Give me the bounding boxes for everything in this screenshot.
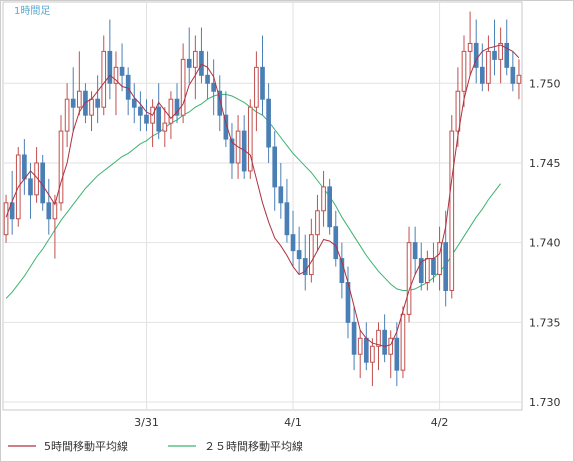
candle-up — [370, 345, 375, 363]
candle-down — [418, 258, 424, 283]
candle-up — [113, 66, 119, 84]
candle-down — [138, 106, 143, 116]
candle-down — [211, 82, 216, 92]
candle-down — [431, 258, 436, 276]
x-tick-label: 4/2 — [431, 416, 449, 429]
candle-up — [168, 98, 174, 124]
candle-up — [357, 337, 363, 355]
y-tick-label: 1.730 — [529, 396, 561, 409]
candle-down — [22, 154, 27, 180]
candle-up — [58, 130, 64, 204]
candle-down — [217, 90, 223, 116]
candle-down — [492, 50, 497, 60]
candle-down — [473, 42, 479, 68]
candle-down — [333, 226, 339, 260]
candle-down — [28, 178, 33, 196]
candle-down — [9, 202, 15, 220]
candle-down — [186, 58, 192, 68]
candle-down — [339, 258, 345, 283]
candle-up — [3, 202, 9, 236]
ma5-line-group — [5, 44, 520, 347]
candle-up — [498, 42, 503, 60]
candle-up — [89, 98, 94, 116]
y-tick-label: 1.745 — [529, 157, 561, 170]
candle-down — [394, 337, 400, 371]
candle-up — [162, 122, 168, 132]
candle-up — [467, 42, 473, 52]
candle-down — [229, 138, 235, 164]
candle-down — [70, 98, 76, 108]
candle-up — [388, 337, 394, 355]
candle-down — [504, 42, 510, 68]
candle-up — [461, 50, 467, 92]
candle-down — [266, 98, 271, 148]
candle-up — [516, 74, 522, 84]
candle-down — [510, 66, 516, 84]
candle-up — [76, 90, 82, 108]
candle-down — [302, 258, 308, 276]
x-tick-label: 4/1 — [284, 416, 302, 429]
ma25-line-group — [5, 93, 501, 299]
candle-down — [131, 98, 137, 108]
legend-label: ２５時間移動平均線 — [204, 439, 303, 453]
candle-down — [296, 250, 302, 260]
legend-label: 5時間移動平均線 — [44, 439, 128, 453]
period-label: 1時間足 — [14, 5, 50, 17]
candle-down — [144, 114, 149, 124]
candle-up — [193, 50, 198, 68]
candle-down — [412, 242, 418, 260]
candle-up — [64, 98, 70, 132]
candle-up — [449, 130, 455, 291]
y-tick-label: 1.750 — [529, 77, 561, 90]
candle-down — [174, 98, 180, 116]
candle-up — [309, 234, 314, 276]
candle-down — [284, 202, 290, 236]
y-tick-label: 1.740 — [529, 237, 561, 250]
candle-up — [437, 242, 442, 276]
candle-down — [199, 50, 204, 76]
legend: 5時間移動平均線 ２５時間移動平均線 — [8, 439, 303, 453]
candle-up — [406, 242, 412, 315]
candle-down — [351, 321, 357, 355]
candle-down — [290, 234, 296, 252]
candle-up — [425, 258, 430, 283]
ma25-line — [5, 93, 501, 299]
candle-down — [260, 66, 265, 100]
candle-down — [205, 74, 210, 84]
candle-up — [321, 186, 326, 212]
candle-down — [272, 146, 278, 188]
candle-up — [101, 50, 107, 108]
candle-up — [315, 210, 320, 236]
axes-group: 1.730 1.735 1.740 1.745 1.750 3/31 4/1 4/2 — [134, 77, 560, 429]
candle-up — [180, 58, 186, 116]
x-tick-label: 3/31 — [134, 416, 159, 429]
candle-up — [455, 90, 461, 132]
candle-down — [46, 202, 52, 220]
candle-down — [107, 50, 113, 84]
candle-up — [376, 329, 381, 347]
candle-down — [363, 337, 369, 363]
candle-up — [486, 50, 491, 84]
candle-down — [156, 106, 162, 132]
candle-down — [327, 186, 332, 228]
candle-down — [278, 186, 284, 204]
candle-up — [400, 313, 406, 371]
ma5-line — [5, 44, 520, 347]
candle-down — [443, 242, 449, 291]
candle-up — [247, 106, 253, 172]
candle-down — [95, 98, 100, 108]
candle-down — [119, 66, 125, 76]
candles-group — [3, 11, 522, 387]
y-tick-label: 1.735 — [529, 316, 561, 329]
candle-up — [254, 66, 259, 108]
plot-area-frame — [2, 1, 523, 411]
candle-down — [382, 329, 387, 355]
candle-down — [479, 66, 485, 84]
